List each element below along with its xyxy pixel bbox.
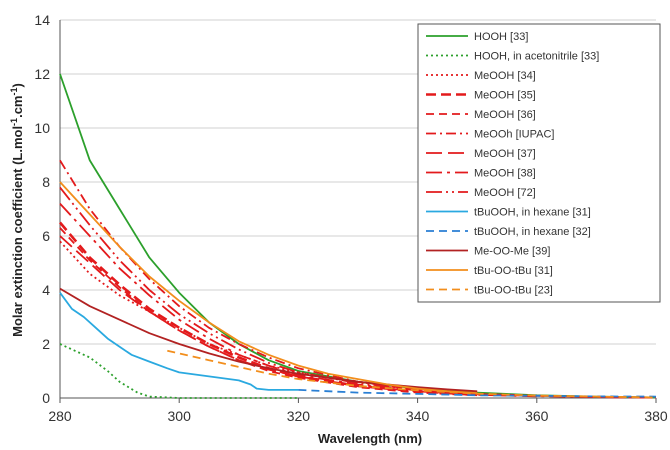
x-tick-label: 340 [406,408,430,424]
y-tick-label: 14 [34,12,50,28]
legend-label: MeOOH [35] [474,90,536,102]
x-tick-label: 320 [287,408,311,424]
gridlines [60,19,656,345]
series-line-10 [59,292,299,391]
y-tick-label: 0 [42,390,50,406]
legend-label: MeOOH [34] [474,70,536,82]
legend: HOOH [33] HOOH, in acetonitrile [33] MeOOH… [417,23,661,303]
legend-box [417,23,661,303]
x-tick-label: 360 [525,408,549,424]
legend-label: tBuOOH, in hexane [31] [474,207,591,219]
legend-label: MeOOH [72] [474,187,536,199]
y-axis-title-part: Molar extinction coefficient (L.mol [10,126,25,337]
series-line-13 [59,181,478,394]
series-line-14 [167,349,657,399]
x-tick-label: 280 [48,408,72,424]
series-line-8 [59,202,657,399]
y-tick-label: 10 [34,120,50,136]
tick-labels: 0 2 4 6 8 10 12 14 280 300 320 340 360 380 [34,12,667,424]
series-line-11 [298,389,657,398]
y-axis-title: Molar extinction coefficient (L.mol-1.cm… [9,83,25,337]
legend-label: MeOOH [36] [474,109,536,121]
axes [59,20,657,403]
x-tick-label: 300 [168,408,192,424]
y-axis-title-part: .cm [10,96,25,118]
legend-label: tBu-OO-tBu [23] [474,285,553,297]
legend-label: MeOOh [IUPAC] [474,129,554,141]
series-line-12 [59,287,478,393]
legend-label: MeOOH [37] [474,148,536,160]
legend-label: MeOOH [38] [474,168,536,180]
legend-label: tBu-OO-tBu [31] [474,265,553,277]
legend-label: tBuOOH, in hexane [32] [474,226,591,238]
y-tick-label: 4 [42,282,50,298]
legend-label: HOOH, in acetonitrile [33] [474,51,599,63]
y-tick-label: 2 [42,336,50,352]
legend-label: HOOH [33] [474,31,528,43]
y-tick-label: 6 [42,228,50,244]
series-lines [59,73,657,399]
y-axis-title-superscript: -1 [9,87,19,95]
series-line-4 [59,221,478,397]
series-line-2 [59,343,299,399]
y-tick-label: 12 [34,66,50,82]
x-tick-label: 380 [644,408,668,424]
y-axis-title-part: ) [10,83,25,87]
y-tick-label: 8 [42,174,50,190]
x-axis-title: Wavelength (nm) [318,431,422,446]
y-axis-title-superscript: -1 [9,118,19,126]
legend-items: HOOH [33] HOOH, in acetonitrile [33] MeOOH… [426,31,599,297]
legend-label: Me-OO-Me [39] [474,246,550,258]
